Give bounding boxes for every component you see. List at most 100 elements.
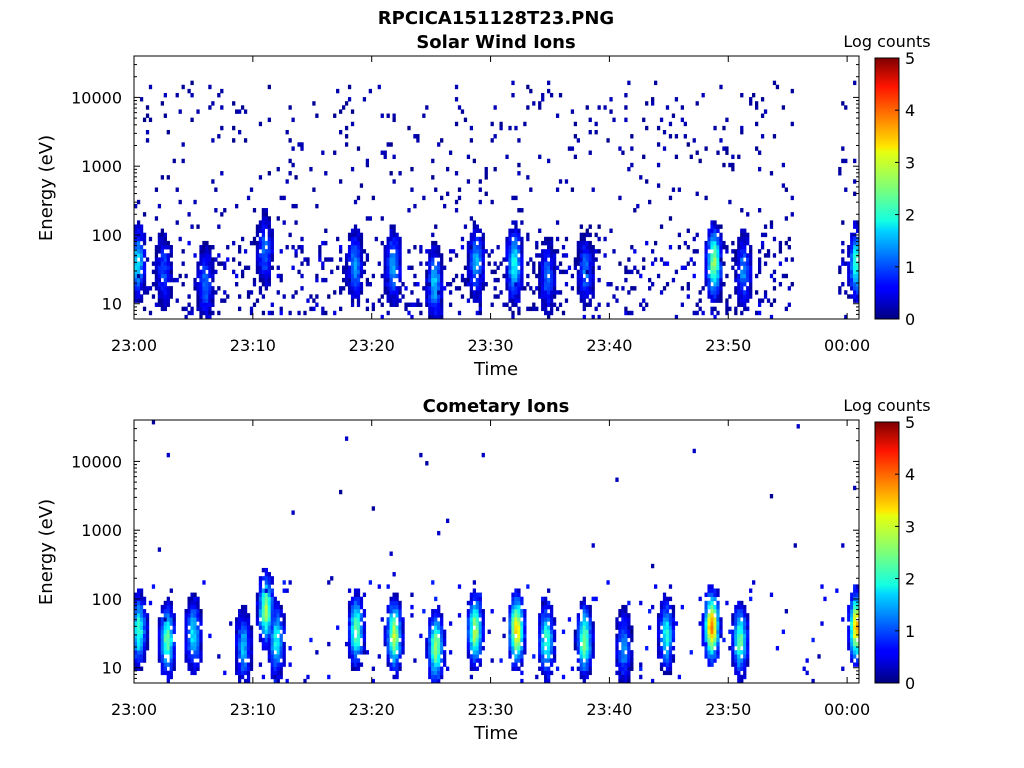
heatmap-cell (710, 609, 714, 614)
heatmap-cell (627, 625, 631, 630)
heatmap-cell (235, 641, 239, 647)
heatmap-cell (591, 637, 595, 643)
heatmap-cell (208, 290, 212, 295)
heatmap-cell (659, 629, 664, 634)
heatmap-cell (235, 629, 239, 634)
heatmap-cell (469, 629, 474, 634)
heatmap-cell (386, 253, 390, 258)
heatmap-cell (356, 269, 361, 275)
heatmap-cell (514, 646, 518, 651)
heatmap-cell (710, 641, 714, 647)
heatmap-cell (520, 625, 524, 630)
heatmap-cell (142, 277, 147, 283)
heatmap-cell (778, 261, 783, 266)
heatmap-cell (193, 633, 197, 639)
heatmap-cell (487, 261, 491, 266)
heatmap-cell (713, 240, 717, 246)
heatmap-cell (508, 617, 512, 622)
heatmap-cell (276, 654, 280, 659)
heatmap-cell (466, 633, 471, 639)
figure-title: RPCICA151128T23.PNG (378, 8, 614, 29)
heatmap-cell (139, 261, 144, 266)
heatmap-cell (166, 613, 170, 618)
heatmap-cell (535, 245, 539, 250)
heatmap-cell (579, 674, 583, 680)
heatmap-cell (235, 646, 239, 651)
heatmap-cell (630, 310, 634, 316)
heatmap-cell (235, 666, 239, 671)
heatmap-cell (686, 282, 690, 287)
heatmap-cell (181, 282, 185, 287)
heatmap-cell (142, 629, 147, 634)
heatmap-cell (258, 236, 263, 242)
heatmap-cell (240, 662, 245, 667)
heatmap-cell (258, 596, 263, 602)
heatmap-cell (853, 588, 857, 593)
heatmap-cell (142, 658, 147, 663)
heatmap-cell (362, 650, 367, 655)
heatmap-cell (704, 245, 708, 250)
heatmap-cell (710, 588, 714, 593)
heatmap-cell (434, 224, 438, 229)
heatmap-cell (309, 294, 313, 299)
heatmap-cell (502, 302, 506, 307)
heatmap-cell (339, 290, 343, 295)
heatmap-cell (249, 637, 254, 643)
heatmap-cell (434, 670, 438, 676)
heatmap-cell (853, 224, 857, 229)
heatmap-cell (547, 666, 551, 671)
heatmap-cell (511, 637, 515, 643)
heatmap-cell (517, 171, 521, 176)
heatmap-cell (475, 236, 479, 242)
heatmap-cell (630, 245, 634, 250)
heatmap-cell (582, 674, 586, 680)
heatmap-cell (163, 269, 167, 275)
heatmap-cell (520, 650, 524, 655)
heatmap-cell (475, 253, 479, 258)
heatmap-cell (576, 617, 580, 622)
heatmap-cell (258, 224, 263, 229)
heatmap-cell (425, 294, 429, 299)
heatmap-cell (300, 146, 304, 151)
heatmap-cell (725, 245, 729, 250)
heatmap-cell (707, 290, 711, 295)
heatmap-cell (662, 609, 667, 614)
heatmap-cell (199, 609, 203, 614)
heatmap-cell (547, 641, 551, 647)
heatmap-cell (707, 286, 711, 291)
heatmap-cell (743, 662, 747, 667)
heatmap-cell (389, 257, 393, 262)
heatmap-cell (746, 633, 750, 639)
heatmap-cell (847, 637, 851, 643)
heatmap-cell (576, 240, 580, 246)
heatmap-cell (698, 621, 702, 626)
heatmap-cell (579, 236, 583, 242)
heatmap-cell (196, 654, 200, 659)
heatmap-cell (496, 294, 500, 299)
heatmap-cell (359, 257, 364, 262)
heatmap-cell (737, 261, 741, 266)
heatmap-cell (469, 240, 474, 246)
heatmap-cell (547, 625, 551, 630)
heatmap-cell (549, 629, 554, 634)
heatmap-cell (469, 257, 474, 262)
heatmap-cell (549, 282, 554, 287)
heatmap-cell (564, 236, 569, 242)
heatmap-cell (178, 199, 182, 205)
heatmap-cell (258, 290, 263, 295)
heatmap-cell (478, 290, 482, 295)
heatmap-cell (746, 257, 750, 262)
heatmap-cell (136, 286, 141, 291)
heatmap-cell (847, 269, 851, 275)
heatmap-cell (695, 310, 699, 316)
heatmap-cell (856, 273, 860, 279)
heatmap-cell (258, 261, 263, 266)
heatmap-cell (716, 236, 720, 242)
heatmap-cell (517, 621, 521, 626)
heatmap-cell (211, 265, 215, 270)
heatmap-cell (760, 245, 765, 250)
heatmap-cell (398, 609, 402, 614)
heatmap-cell (181, 261, 185, 266)
heatmap-cell (350, 294, 355, 299)
heatmap-cell (136, 654, 141, 659)
